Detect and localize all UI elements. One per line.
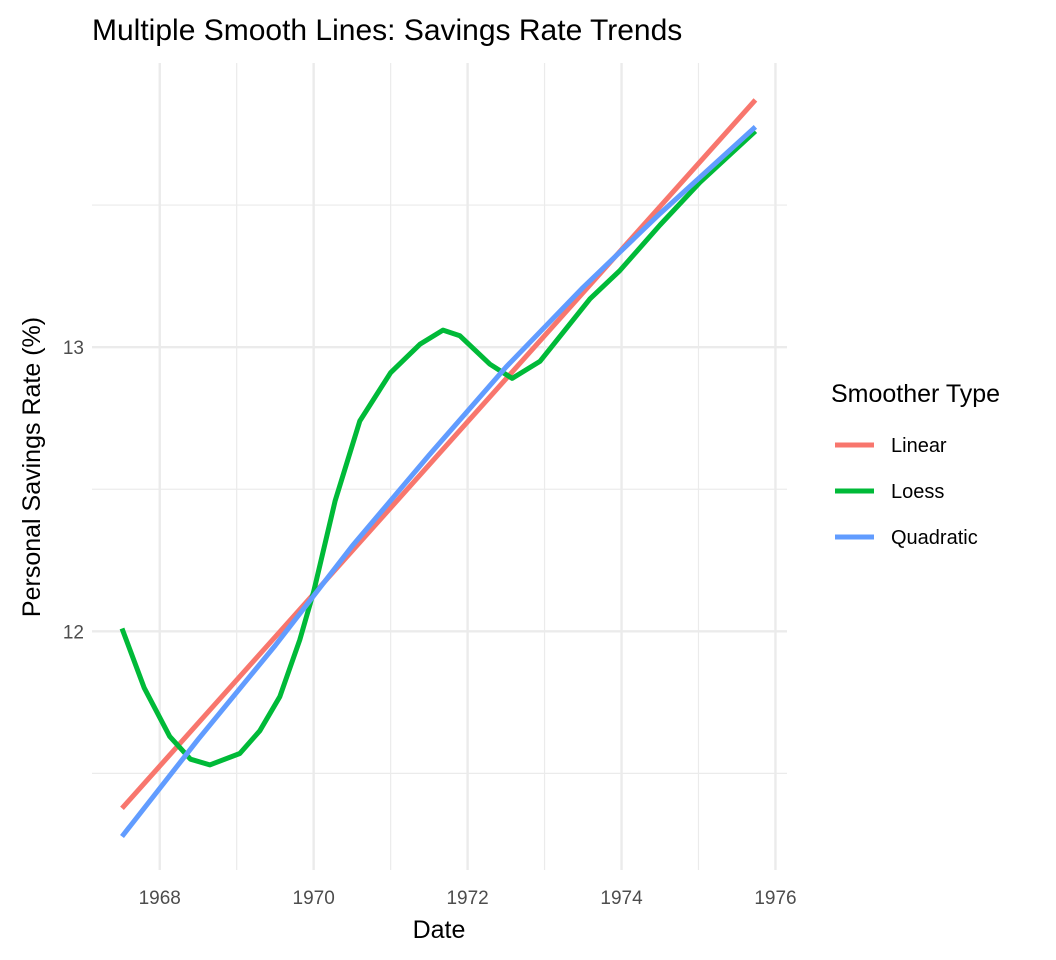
y-axis-title: Personal Savings Rate (%): [18, 317, 46, 617]
x-axis-title: Date: [413, 916, 466, 944]
legend-label: Quadratic: [891, 527, 978, 549]
x-tick-label: 1970: [293, 888, 335, 909]
legend-title: Smoother Type: [831, 380, 1000, 408]
y-tick-label: 13: [63, 338, 84, 359]
legend-label: Linear: [891, 435, 947, 457]
series-lines: [119, 98, 758, 839]
series-line-loess: [119, 129, 758, 768]
x-tick-labels: 1968 1970 1972 1974 1976: [139, 888, 797, 909]
grid: [92, 63, 787, 870]
legend: Smoother Type Linear Loess Quadratic: [831, 380, 1000, 549]
chart-title: Multiple Smooth Lines: Savings Rate Tren…: [92, 14, 682, 47]
x-tick-label: 1972: [446, 888, 488, 909]
y-tick-labels: 12 13: [63, 338, 84, 643]
x-tick-label: 1974: [600, 888, 643, 909]
legend-label: Loess: [891, 481, 944, 503]
x-tick-label: 1968: [139, 888, 181, 909]
series-line-linear: [120, 98, 758, 810]
x-tick-label: 1976: [754, 888, 796, 909]
series-line-quadratic: [120, 125, 758, 839]
y-tick-label: 12: [63, 622, 84, 643]
